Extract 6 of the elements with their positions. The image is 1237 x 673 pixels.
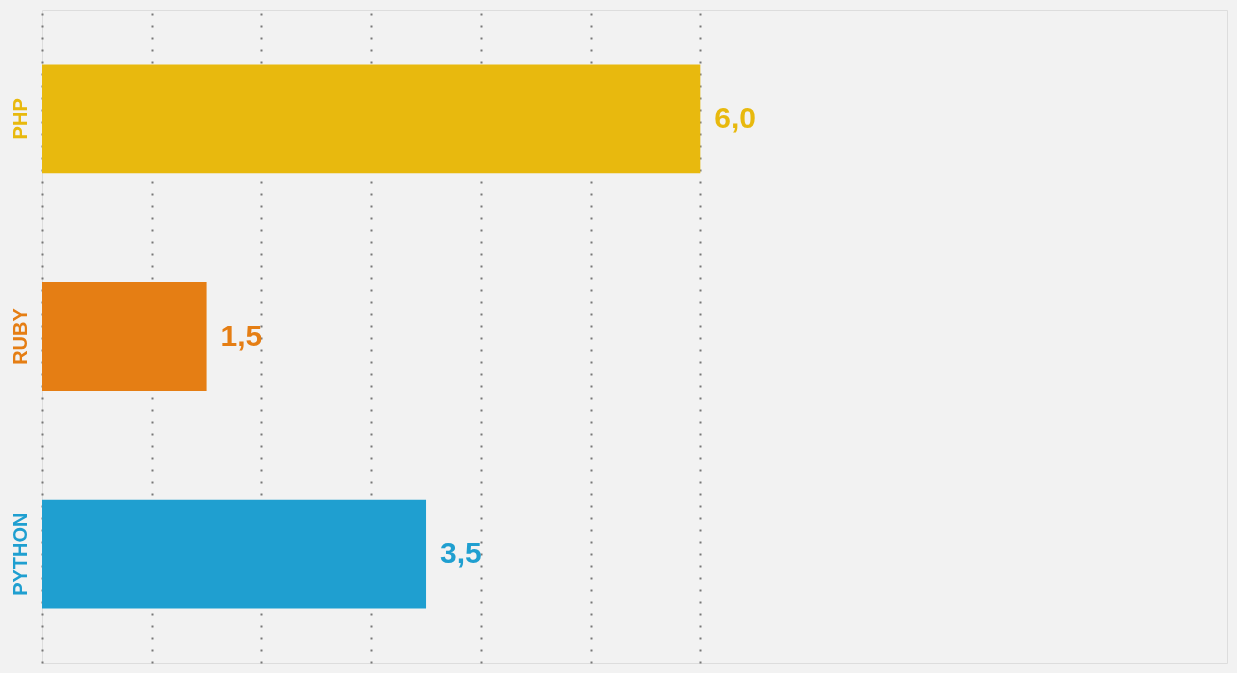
y-tick-label: PYTHON: [8, 512, 31, 596]
data-label: 6,0: [714, 100, 757, 134]
data-label: 3,5: [440, 536, 482, 570]
y-tick-label: RUBY: [8, 307, 31, 365]
data-label: 1,5: [220, 318, 263, 352]
y-tick-label: PHP: [8, 98, 31, 140]
